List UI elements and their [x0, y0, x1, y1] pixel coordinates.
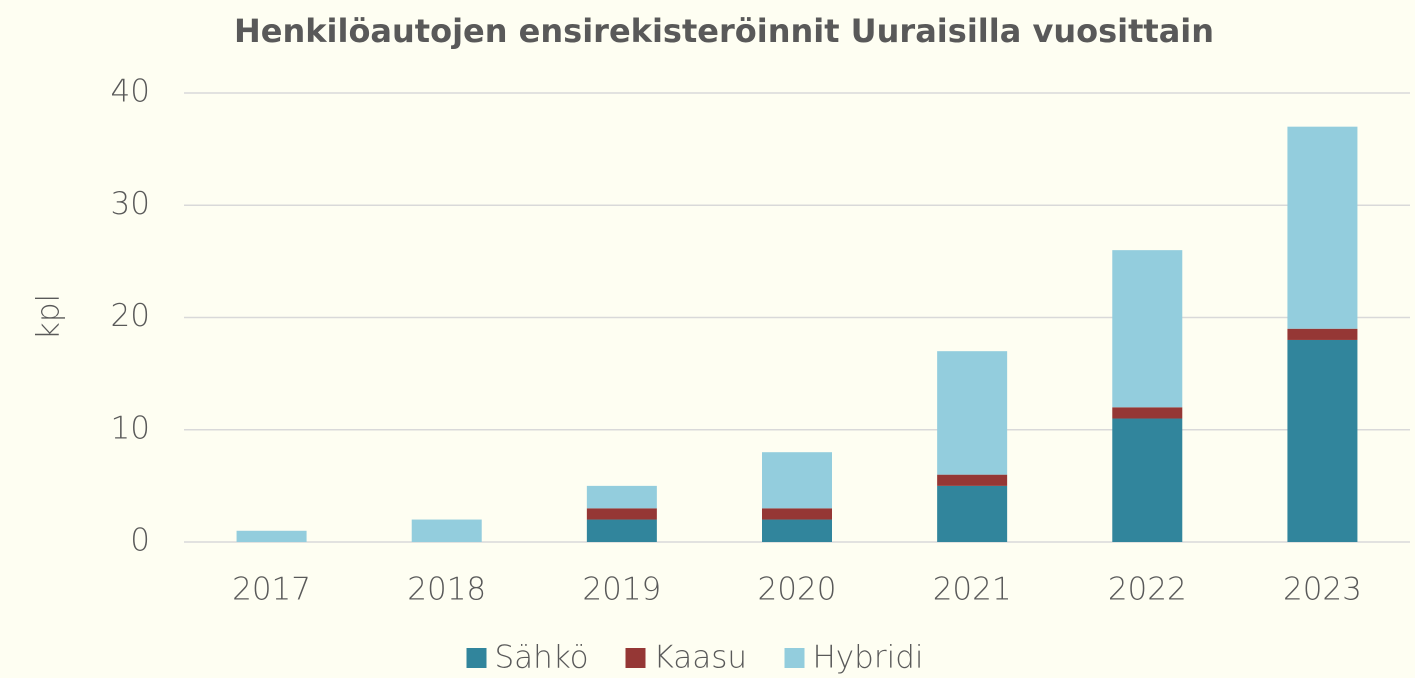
bar-segment [1112, 250, 1183, 408]
legend-swatch [784, 648, 805, 668]
bar-segment [1287, 126, 1358, 329]
x-tick-label: 2022 [1108, 572, 1187, 608]
y-tick-label: 10 [111, 410, 150, 446]
bar-segment [586, 485, 657, 509]
bar-segment [762, 519, 832, 542]
legend-label: Hybridi [813, 640, 924, 676]
y-tick-label: 30 [111, 186, 150, 222]
bar-segment [236, 530, 307, 542]
bar-segment [937, 351, 1008, 475]
legend-label: Kaasu [654, 640, 748, 676]
x-tick-label: 2017 [232, 572, 311, 608]
x-tick-label: 2018 [407, 572, 486, 608]
y-tick-label: 20 [111, 298, 150, 334]
y-tick-label: 40 [111, 74, 150, 110]
bar-segment [1287, 339, 1358, 542]
legend-swatch [466, 648, 487, 668]
bar-segment [937, 474, 1008, 486]
bar-segment [1287, 328, 1358, 340]
x-tick-label: 2021 [933, 572, 1012, 608]
bar-segment [937, 485, 1008, 542]
bar-segment [762, 508, 832, 520]
legend-label: Sähkö [495, 640, 589, 676]
chart-title: Henkilöautojen ensirekisteröinnit Uurais… [234, 12, 1214, 50]
legend-swatch [625, 648, 646, 668]
x-tick-label: 2023 [1283, 572, 1362, 608]
bar-segment [1112, 418, 1183, 542]
bar-segment [586, 519, 657, 542]
x-tick-label: 2019 [582, 572, 661, 608]
bar-segment [411, 519, 482, 542]
y-axis-label: kpl [31, 294, 67, 340]
bar-segment [762, 452, 832, 509]
y-tick-label: 0 [130, 523, 150, 559]
bar-segment [1112, 407, 1183, 419]
x-tick-label: 2020 [758, 572, 837, 608]
bar-segment [586, 508, 657, 520]
